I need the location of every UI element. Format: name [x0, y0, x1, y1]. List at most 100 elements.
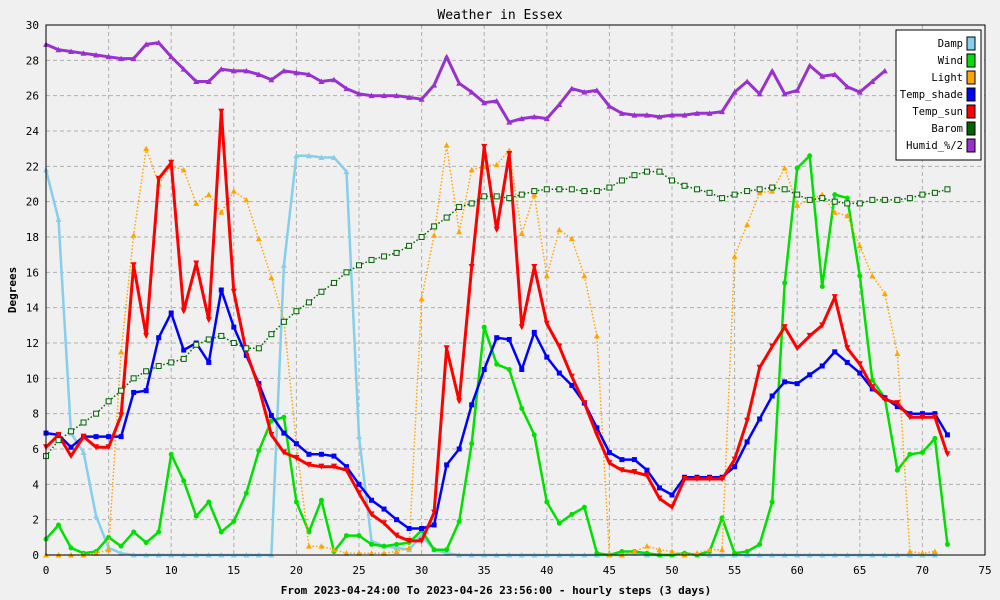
data-point-wind: [369, 541, 375, 547]
data-point-damp: [55, 216, 62, 222]
data-point-humid-2: [193, 78, 200, 85]
data-point-wind: [118, 543, 124, 549]
data-point-temp-sun: [894, 400, 901, 407]
data-point-wind: [732, 550, 738, 556]
data-point-temp-sun: [393, 532, 400, 539]
data-point-light: [343, 550, 350, 556]
data-point-light: [744, 221, 751, 228]
data-point-light: [531, 191, 538, 198]
data-point-humid-2: [230, 67, 237, 74]
data-point-temp-shade: [306, 451, 312, 457]
data-point-temp-sun: [856, 361, 863, 368]
data-point-humid-2: [356, 90, 362, 97]
data-point-barom: [368, 256, 375, 263]
data-point-light: [143, 145, 150, 152]
data-point-humid-2: [806, 62, 813, 69]
data-point-humid-2: [343, 85, 350, 92]
y-tick-label: 10: [26, 372, 39, 385]
y-tick-label: 6: [32, 443, 39, 456]
data-point-light: [869, 272, 876, 279]
data-point-humid-2: [881, 67, 888, 74]
data-point-humid-2: [769, 67, 776, 74]
data-point-temp-sun: [869, 384, 876, 391]
data-point-wind: [819, 283, 825, 289]
data-point-light: [318, 543, 325, 549]
data-point-temp-sun: [731, 456, 738, 463]
data-point-temp-shade: [857, 370, 863, 376]
data-point-temp-sun: [694, 476, 701, 483]
data-point-barom: [130, 375, 137, 382]
legend-label-light: Light: [931, 72, 963, 84]
data-point-light: [931, 548, 938, 554]
data-point-humid-2: [55, 46, 62, 53]
data-point-temp-sun: [368, 511, 375, 518]
data-point-temp-sun: [543, 320, 550, 327]
data-point-barom: [769, 184, 776, 191]
data-point-humid-2: [481, 99, 488, 106]
data-point-temp-shade: [268, 412, 274, 418]
data-point-barom: [831, 198, 838, 205]
data-point-temp-sun: [881, 396, 888, 403]
data-point-light: [643, 543, 650, 549]
data-point-temp-sun: [180, 308, 187, 315]
data-point-humid-2: [518, 115, 525, 122]
series-humid-2: [43, 39, 888, 125]
data-point-humid-2: [694, 110, 701, 116]
data-point-temp-shade: [181, 347, 187, 353]
data-point-humid-2: [781, 90, 788, 97]
y-tick-label: 16: [26, 266, 39, 279]
data-point-humid-2: [330, 76, 337, 83]
legend-swatch-temp-sun: [966, 104, 976, 119]
legend-label-temp-sun: Temp_sun: [912, 106, 963, 118]
data-point-barom: [230, 340, 237, 346]
y-axis-label: Degrees: [6, 267, 19, 313]
data-point-temp-shade: [369, 497, 375, 503]
data-point-barom: [731, 191, 738, 198]
data-point-temp-shade: [744, 439, 750, 445]
data-point-humid-2: [506, 119, 513, 125]
data-point-humid-2: [280, 67, 287, 74]
data-point-temp-shade: [131, 389, 137, 395]
data-point-barom: [694, 186, 701, 193]
data-point-light: [593, 332, 600, 339]
data-point-wind: [469, 441, 475, 447]
data-point-temp-shade: [106, 434, 112, 440]
data-point-light: [431, 232, 438, 238]
legend: Damp Wind Light Temp_shade Temp_sun Barom Humi…: [895, 29, 982, 161]
data-point-temp-shade: [531, 329, 537, 335]
data-point-light: [230, 188, 237, 194]
data-point-temp-sun: [618, 467, 625, 474]
x-tick-label: 60: [791, 564, 804, 577]
data-point-temp-sun: [330, 463, 337, 470]
data-point-barom: [869, 196, 876, 203]
data-point-damp: [356, 433, 362, 440]
data-point-temp-sun: [468, 264, 475, 271]
data-point-barom: [806, 196, 813, 203]
data-point-humid-2: [143, 41, 150, 47]
data-point-temp-shade: [807, 372, 813, 378]
data-point-temp-sun: [80, 433, 87, 440]
data-point-temp-shade: [331, 453, 337, 459]
series-line-light: [46, 144, 936, 556]
data-point-temp-shade: [168, 310, 174, 316]
data-point-temp-sun: [756, 364, 763, 371]
data-point-barom: [180, 355, 187, 362]
data-point-wind: [644, 550, 650, 556]
data-point-light: [456, 228, 463, 235]
data-point-temp-shade: [381, 506, 387, 512]
data-point-temp-sun: [769, 343, 776, 350]
data-point-humid-2: [318, 78, 325, 85]
data-point-barom: [744, 188, 751, 195]
x-tick-label: 70: [916, 564, 929, 577]
data-point-barom: [381, 253, 388, 260]
data-point-light: [381, 550, 388, 556]
data-point-barom: [506, 195, 513, 202]
data-point-light: [794, 202, 801, 208]
data-point-temp-shade: [519, 367, 525, 372]
data-point-temp-shade: [68, 444, 74, 450]
data-point-temp-shade: [556, 370, 562, 376]
data-point-temp-sun: [118, 412, 125, 419]
data-point-humid-2: [293, 69, 300, 76]
data-point-wind: [919, 450, 925, 456]
data-point-damp: [330, 154, 337, 160]
